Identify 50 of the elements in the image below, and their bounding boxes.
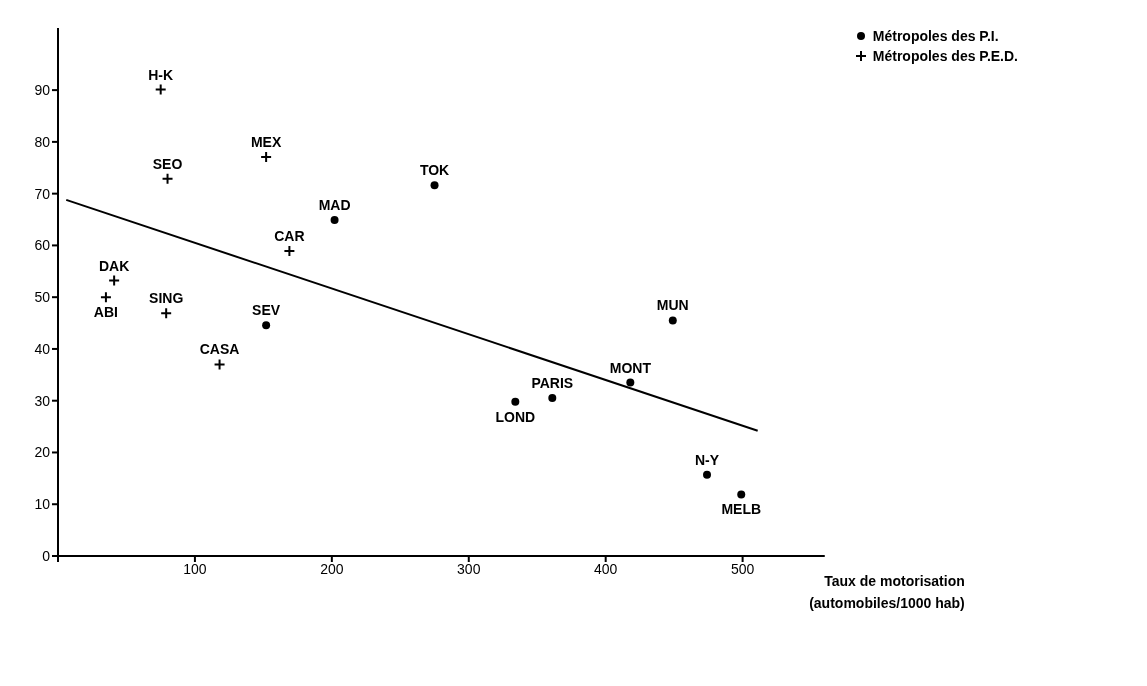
x-tick-label: 400 bbox=[594, 560, 618, 577]
y-tick-label: 80 bbox=[34, 133, 51, 150]
point bbox=[213, 358, 226, 371]
point bbox=[99, 291, 112, 304]
point bbox=[262, 321, 271, 330]
x-tick-label: 500 bbox=[730, 560, 755, 577]
legend-label: Métropoles des P.E.D. bbox=[872, 48, 1018, 64]
x-tick-label: 200 bbox=[320, 560, 344, 577]
point bbox=[626, 378, 635, 387]
y-tick-label: 90 bbox=[34, 82, 51, 99]
annotation: LOND bbox=[495, 408, 536, 425]
annotation: TOK bbox=[419, 162, 450, 179]
annotation: SEO bbox=[152, 155, 183, 172]
point bbox=[330, 216, 339, 225]
point bbox=[511, 397, 520, 406]
y-tick-label: 50 bbox=[34, 289, 51, 306]
point bbox=[154, 83, 167, 96]
y-tick-label: 10 bbox=[34, 496, 51, 513]
annotation: SING bbox=[149, 290, 184, 307]
point bbox=[703, 470, 712, 479]
y-tick-label: 0 bbox=[42, 547, 51, 564]
annotation: PARIS bbox=[531, 375, 574, 392]
point bbox=[108, 274, 121, 287]
annotation: SEV bbox=[252, 302, 281, 319]
point bbox=[737, 490, 746, 499]
point bbox=[548, 394, 557, 403]
legend-label: Métropoles des P.I. bbox=[872, 28, 999, 44]
point bbox=[161, 172, 174, 185]
annotation: CAR bbox=[274, 228, 305, 245]
x-tick-label: 100 bbox=[183, 560, 207, 577]
point bbox=[160, 307, 173, 320]
x-tick-label: 300 bbox=[457, 560, 481, 577]
x-axis-title: Taux de motorisation (automobiles/1000 hab) bbox=[809, 573, 965, 611]
annotation: MEX bbox=[250, 133, 282, 150]
y-tick-label: 60 bbox=[34, 237, 51, 254]
annotation: N-Y bbox=[694, 451, 720, 468]
y-tick-label: 40 bbox=[34, 340, 51, 357]
annotation: MUN bbox=[656, 297, 689, 314]
y-tick-label: 20 bbox=[34, 444, 51, 461]
point bbox=[430, 181, 439, 190]
annotation: MAD bbox=[318, 197, 351, 214]
y-tick-label: 30 bbox=[34, 392, 51, 409]
annotation: MELB bbox=[721, 501, 762, 518]
annotation: ABI bbox=[93, 304, 118, 321]
annotation: CASA bbox=[199, 341, 240, 358]
annotation: DAK bbox=[98, 257, 130, 274]
y-tick-label: 70 bbox=[34, 185, 51, 202]
annotation: H-K bbox=[148, 66, 174, 83]
point bbox=[668, 316, 677, 325]
annotation: MONT bbox=[609, 359, 652, 376]
